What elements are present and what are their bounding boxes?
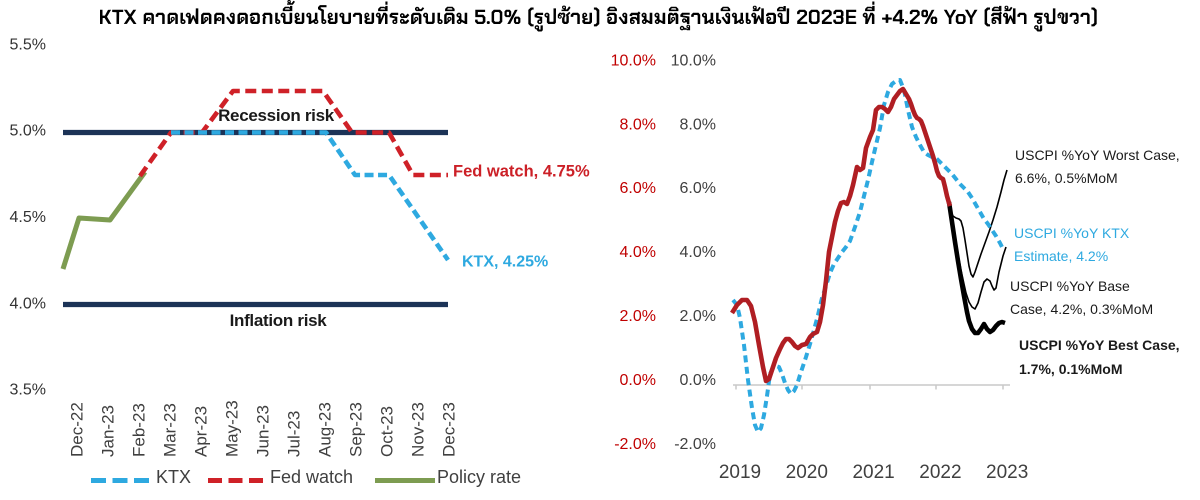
svg-text:Jul-23: Jul-23 [285, 411, 304, 457]
svg-text:4.0%: 4.0% [620, 244, 656, 261]
svg-text:8.0%: 8.0% [680, 116, 716, 133]
svg-text:6.0%: 6.0% [680, 180, 716, 197]
svg-text:Dec-23: Dec-23 [440, 402, 459, 457]
svg-text:Aug-23: Aug-23 [316, 402, 335, 457]
svg-text:8.0%: 8.0% [620, 116, 656, 133]
svg-text:Fed watch: Fed watch [270, 467, 353, 487]
svg-text:10.0%: 10.0% [611, 52, 656, 69]
svg-text:2019: 2019 [719, 462, 761, 483]
svg-text:2023: 2023 [986, 462, 1028, 483]
svg-text:USCPI %YoY Base: USCPI %YoY Base [1010, 278, 1130, 294]
svg-text:0.0%: 0.0% [680, 372, 716, 389]
svg-text:2022: 2022 [919, 462, 961, 483]
svg-text:Estimate, 4.2%: Estimate, 4.2% [1014, 248, 1108, 264]
svg-text:KTX, 4.25%: KTX, 4.25% [462, 254, 548, 271]
svg-text:5.0%: 5.0% [10, 123, 46, 140]
svg-text:2020: 2020 [786, 462, 828, 483]
svg-text:Mar-23: Mar-23 [161, 403, 180, 457]
svg-text:Fed watch, 4.75%: Fed watch, 4.75% [453, 163, 590, 181]
svg-text:-2.0%: -2.0% [674, 436, 716, 453]
svg-text:Apr-23: Apr-23 [192, 406, 211, 457]
svg-text:10.0%: 10.0% [671, 52, 716, 69]
svg-text:Nov-23: Nov-23 [409, 402, 428, 457]
svg-text:2021: 2021 [852, 462, 894, 483]
svg-text:-2.0%: -2.0% [614, 436, 656, 453]
svg-text:USCPI %YoY KTX: USCPI %YoY KTX [1014, 225, 1130, 241]
svg-text:Feb-23: Feb-23 [130, 403, 149, 457]
svg-text:5.5%: 5.5% [10, 36, 46, 53]
svg-text:4.0%: 4.0% [10, 295, 46, 312]
svg-text:2.0%: 2.0% [620, 308, 656, 325]
svg-text:3.5%: 3.5% [10, 382, 46, 399]
svg-text:May-23: May-23 [223, 400, 242, 457]
svg-text:USCPI %YoY Worst Case,: USCPI %YoY Worst Case, [1015, 147, 1180, 163]
svg-text:2.0%: 2.0% [680, 308, 716, 325]
svg-text:Case, 4.2%, 0.3%MoM: Case, 4.2%, 0.3%MoM [1010, 301, 1153, 317]
svg-text:4.5%: 4.5% [10, 209, 46, 226]
svg-text:Recession risk: Recession risk [218, 106, 335, 125]
svg-text:6.6%, 0.5%MoM: 6.6%, 0.5%MoM [1015, 170, 1118, 186]
svg-text:Sep-23: Sep-23 [347, 402, 366, 457]
svg-text:1.7%, 0.1%MoM: 1.7%, 0.1%MoM [1019, 361, 1122, 377]
svg-text:0.0%: 0.0% [620, 372, 656, 389]
svg-text:KTX: KTX [156, 467, 191, 487]
svg-text:4.0%: 4.0% [680, 244, 716, 261]
svg-text:Dec-22: Dec-22 [68, 402, 87, 457]
svg-text:Policy rate: Policy rate [437, 467, 521, 487]
svg-text:Inflation risk: Inflation risk [230, 311, 328, 330]
svg-text:Jan-23: Jan-23 [99, 405, 118, 457]
svg-text:Oct-23: Oct-23 [378, 406, 397, 457]
svg-text:Jun-23: Jun-23 [254, 405, 273, 457]
svg-text:USCPI %YoY Best Case,: USCPI %YoY Best Case, [1019, 337, 1180, 353]
svg-text:6.0%: 6.0% [620, 180, 656, 197]
